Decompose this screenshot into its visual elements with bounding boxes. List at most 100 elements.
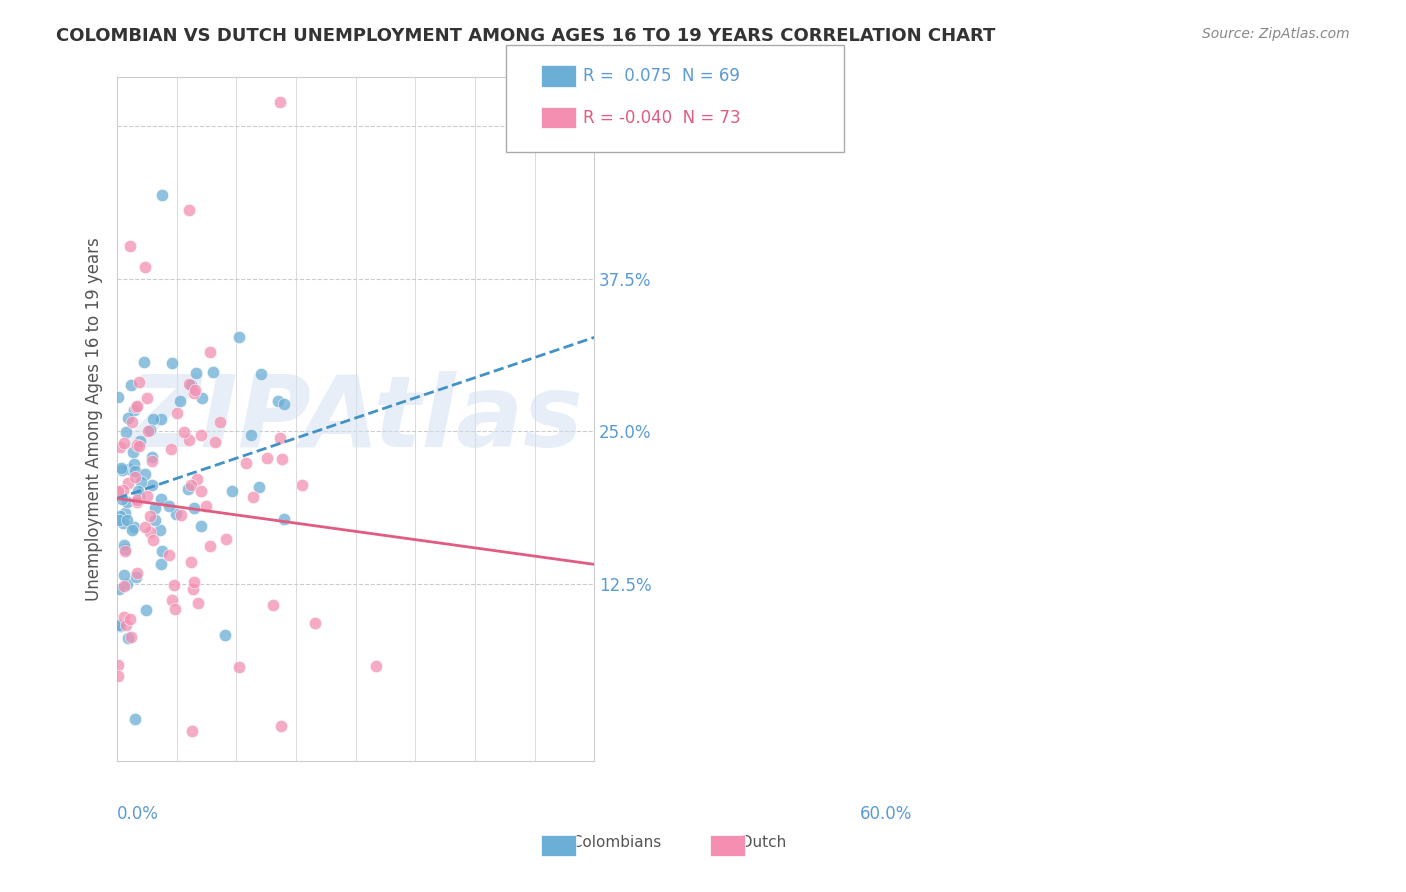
Point	[291, 477, 314, 491]
Point	[150, 491, 173, 506]
Point	[177, 433, 200, 447]
Point	[112, 610, 135, 624]
Point	[124, 712, 146, 726]
Text: COLOMBIAN VS DUTCH UNEMPLOYMENT AMONG AGES 16 TO 19 YEARS CORRELATION CHART: COLOMBIAN VS DUTCH UNEMPLOYMENT AMONG AG…	[56, 27, 995, 45]
Point	[115, 425, 138, 439]
Point	[142, 533, 165, 548]
Point	[204, 435, 226, 450]
Point	[129, 475, 152, 489]
Point	[122, 520, 145, 534]
Point	[111, 463, 134, 477]
Point	[200, 344, 222, 359]
Point	[228, 330, 250, 344]
Point	[270, 719, 292, 733]
Point	[125, 566, 148, 580]
Point	[150, 544, 173, 558]
Point	[112, 435, 135, 450]
Point	[214, 533, 236, 547]
Point	[125, 570, 148, 584]
Text: ZIPAtlas: ZIPAtlas	[128, 371, 583, 467]
Point	[114, 507, 136, 521]
Y-axis label: Unemployment Among Ages 16 to 19 years: Unemployment Among Ages 16 to 19 years	[86, 237, 103, 601]
Point	[124, 464, 146, 478]
Point	[157, 548, 180, 562]
Point	[269, 431, 291, 445]
Point	[128, 434, 150, 449]
Point	[221, 484, 243, 499]
Point	[160, 442, 183, 457]
Point	[136, 424, 159, 438]
Point	[180, 555, 202, 569]
Point	[114, 618, 136, 632]
Point	[127, 483, 149, 498]
Point	[125, 492, 148, 507]
Point	[195, 499, 218, 513]
Point	[267, 394, 290, 409]
Point	[128, 489, 150, 503]
Point	[269, 95, 291, 109]
Point	[184, 366, 207, 380]
Point	[118, 611, 141, 625]
Text: Source: ZipAtlas.com: Source: ZipAtlas.com	[1202, 27, 1350, 41]
Point	[112, 516, 135, 530]
Point	[141, 454, 163, 468]
Point	[165, 507, 187, 521]
Point	[202, 365, 225, 379]
Point	[124, 400, 146, 414]
Point	[177, 202, 200, 217]
Point	[242, 490, 264, 504]
Point	[127, 399, 149, 413]
Point	[107, 390, 129, 404]
Point	[184, 383, 207, 397]
Point	[120, 630, 142, 644]
Text: R = -0.040  N = 73: R = -0.040 N = 73	[583, 109, 741, 127]
Point	[262, 598, 284, 612]
Point	[117, 462, 139, 476]
Point	[186, 472, 208, 486]
Point	[247, 480, 270, 494]
Point	[134, 520, 156, 534]
Point	[165, 602, 187, 616]
Point	[117, 410, 139, 425]
Point	[117, 476, 139, 491]
Point	[108, 513, 131, 527]
Point	[166, 406, 188, 420]
Point	[143, 512, 166, 526]
Point	[108, 440, 131, 454]
Point	[134, 354, 156, 368]
Point	[115, 513, 138, 527]
Point	[118, 239, 141, 253]
Point	[121, 415, 143, 429]
Point	[181, 724, 204, 739]
Point	[240, 428, 263, 442]
Point	[163, 578, 186, 592]
Text: 60.0%: 60.0%	[860, 805, 912, 823]
Point	[139, 423, 162, 437]
Text: Dutch: Dutch	[731, 836, 786, 850]
Point	[121, 377, 143, 392]
Point	[112, 579, 135, 593]
Point	[134, 260, 156, 274]
Point	[135, 603, 157, 617]
Point	[160, 356, 183, 370]
Point	[110, 491, 132, 506]
Text: R =  0.075  N = 69: R = 0.075 N = 69	[583, 67, 741, 85]
Point	[108, 618, 131, 632]
Point	[108, 619, 131, 633]
Point	[107, 668, 129, 682]
Point	[149, 523, 172, 537]
Point	[170, 508, 193, 523]
Point	[157, 499, 180, 513]
Point	[235, 456, 257, 470]
Point	[107, 658, 129, 673]
Point	[183, 574, 205, 589]
Point	[128, 439, 150, 453]
Point	[180, 478, 202, 492]
Point	[125, 495, 148, 509]
Text: 0.0%: 0.0%	[117, 805, 159, 823]
Text: Colombians: Colombians	[562, 836, 662, 850]
Point	[134, 467, 156, 482]
Point	[271, 451, 294, 466]
Point	[139, 508, 162, 523]
Point	[187, 596, 209, 610]
